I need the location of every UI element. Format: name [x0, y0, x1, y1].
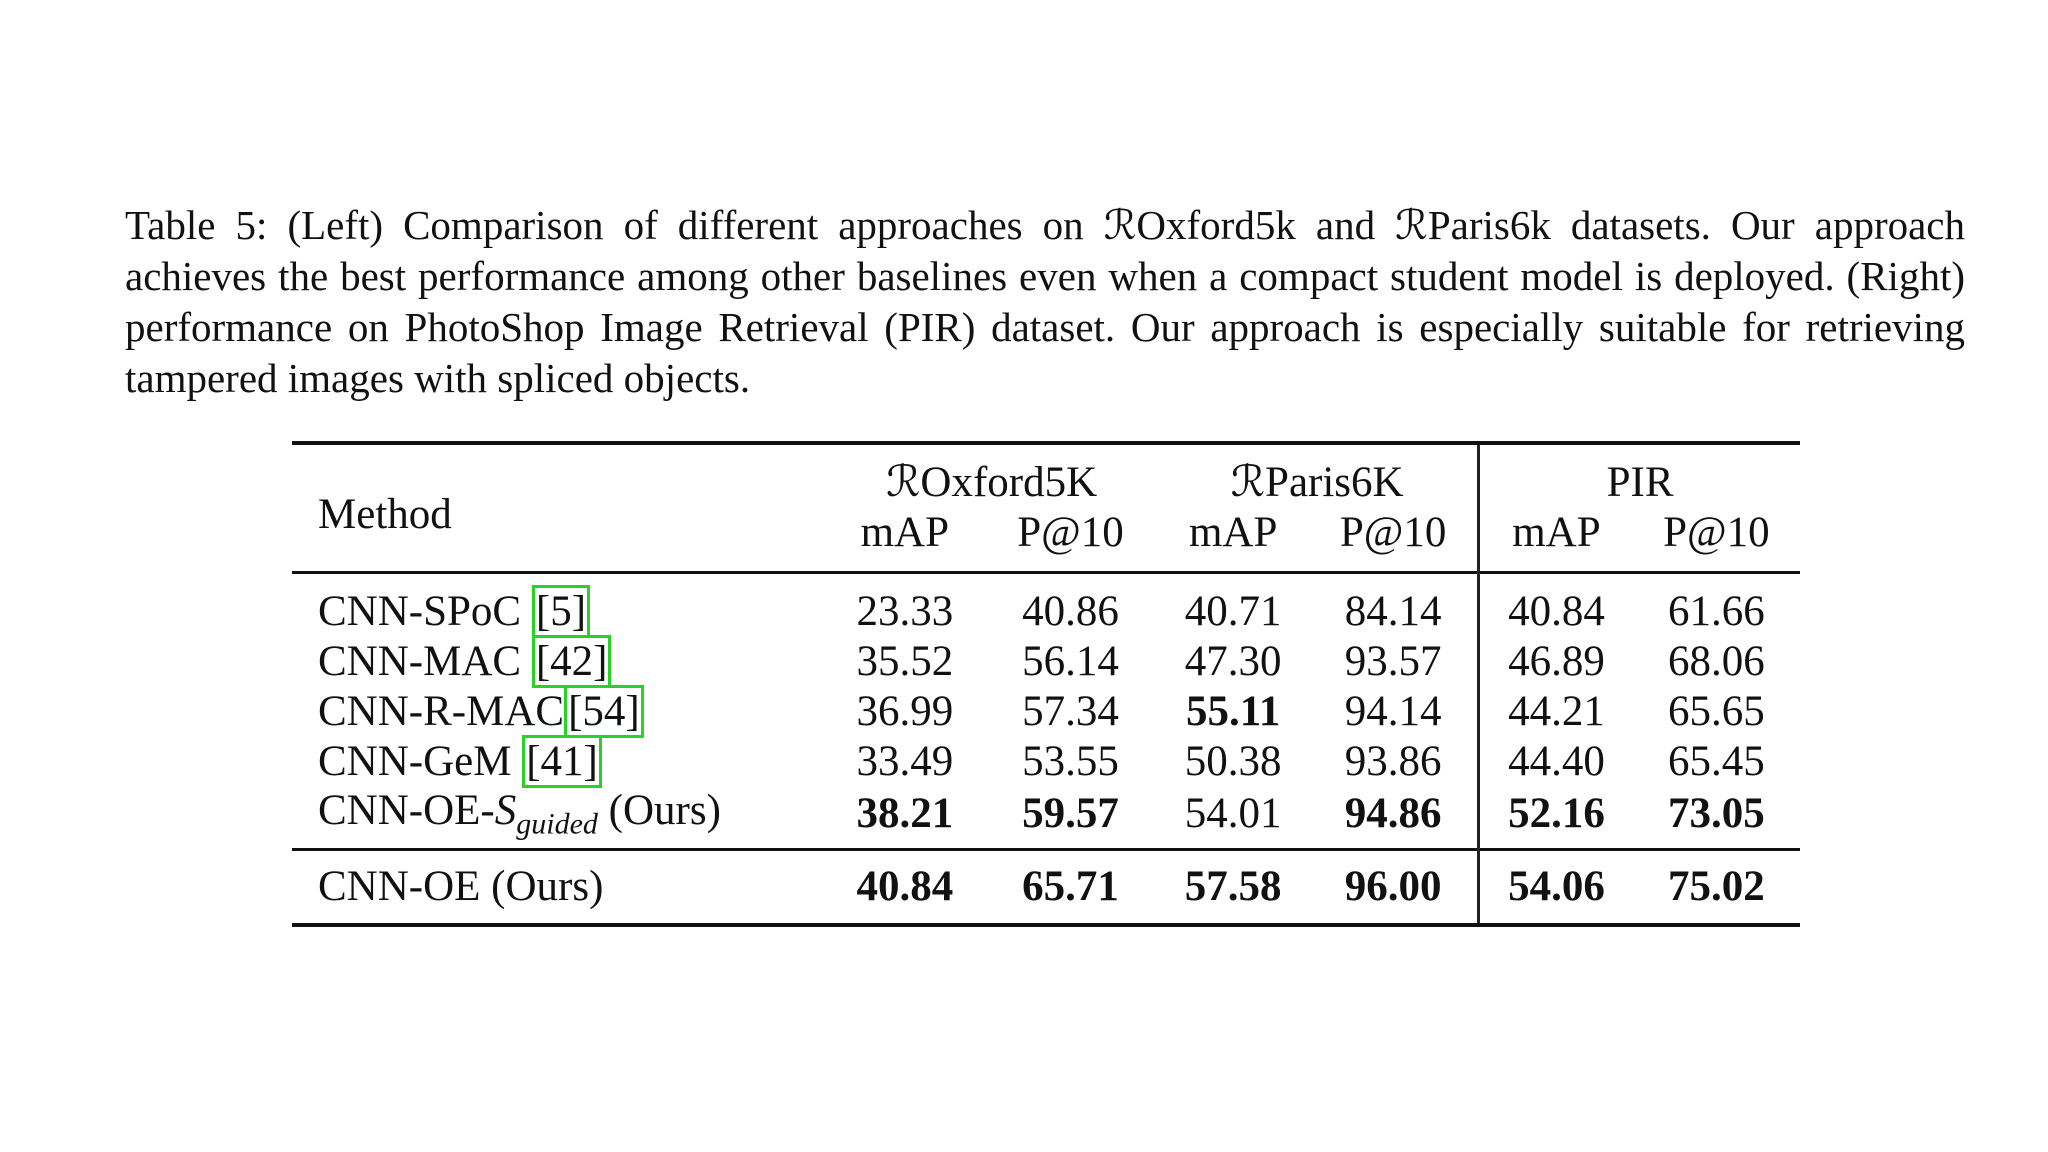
citation: [42] — [531, 634, 612, 688]
value-cell: 40.84 — [1478, 571, 1633, 636]
method-symbol: Sguided — [494, 787, 598, 841]
row: CNN-GeM [41] 33.49 53.55 50.38 93.86 44.40 65.… — [292, 734, 1800, 788]
row: CNN-OE-Sguided (Ours) 38.21 59.57 54.01 94.8… — [292, 786, 1800, 850]
value-cell: 73.05 — [1668, 790, 1765, 838]
value-cell: 50.38 — [1184, 737, 1282, 785]
citation: [54] — [564, 684, 644, 738]
method-name: CNN-SPoC — [318, 587, 532, 635]
value-cell: 57.58 — [1157, 847, 1310, 927]
subheader-row: mAP P@10 mAP P@10 mAP P@10 — [292, 507, 1800, 573]
group-header: ℛOxford5K — [826, 441, 1158, 507]
value-cell: 94.86 — [1309, 786, 1481, 850]
value-cell: 40.71 — [1157, 571, 1310, 636]
method-cell: CNN-GeM [41] — [292, 734, 826, 788]
method-name: CNN-MAC — [318, 637, 532, 685]
value-cell: 57.34 — [1022, 687, 1119, 735]
value-cell: 93.57 — [1309, 636, 1481, 686]
value-cell: 59.57 — [1022, 790, 1119, 838]
citation: [41] — [522, 734, 602, 788]
value-cell: 68.06 — [1668, 637, 1765, 685]
value-cell: 55.11 — [1185, 687, 1281, 735]
method-subscript: guided — [516, 807, 598, 841]
method-name: CNN-R-MAC — [318, 687, 565, 735]
value-cell: 65.65 — [1668, 687, 1765, 735]
row: CNN-R-MAC[54] 36.99 57.34 55.11 94.14 44.21 65… — [292, 684, 1800, 738]
value-cell: 40.86 — [983, 571, 1158, 636]
subheader: P@10 — [1663, 508, 1770, 556]
method-cell: CNN-OE-Sguided (Ours) — [292, 786, 826, 849]
value-cell: 84.14 — [1309, 571, 1481, 636]
subheader: mAP — [1512, 508, 1601, 556]
header-row: Method ℛOxford5K ℛParis6K PIR — [292, 441, 1800, 573]
method-name: CNN-GeM — [318, 737, 523, 785]
value-cell: 96.00 — [1309, 847, 1481, 927]
value-cell: 61.66 — [1632, 571, 1800, 636]
method-cell: CNN-R-MAC[54] — [292, 684, 826, 738]
subheader: mAP — [860, 508, 950, 556]
value-cell: 65.45 — [1668, 737, 1765, 785]
value-cell: 53.55 — [1022, 737, 1119, 785]
citation: [5] — [531, 584, 591, 638]
method-name: CNN-OE- — [318, 787, 495, 834]
row: CNN-MAC [42] 35.52 56.14 47.30 93.57 46.89 68.… — [292, 634, 1800, 688]
value-cell: 46.89 — [1508, 637, 1605, 685]
subheader: P@10 — [1017, 508, 1124, 556]
value-cell: 23.33 — [826, 571, 984, 636]
value-cell: 33.49 — [856, 737, 954, 785]
value-cell: 93.86 — [1309, 736, 1481, 786]
group-header: ℛParis6K — [1157, 441, 1481, 507]
value-cell: 40.84 — [826, 847, 984, 927]
value-cell: 54.01 — [1184, 790, 1282, 838]
method-cell: CNN-SPoC [5] — [292, 571, 826, 638]
method-header: Method — [292, 441, 826, 573]
value-cell: 47.30 — [1184, 637, 1282, 685]
value-cell: 94.14 — [1309, 686, 1481, 736]
method-name: CNN-OE (Ours) — [318, 863, 604, 911]
caption: Table 5: (Left) Comparison of different … — [125, 202, 1965, 401]
method-suffix: (Ours) — [597, 787, 721, 834]
value-cell: 44.21 — [1508, 687, 1605, 735]
results-table: Method ℛOxford5K ℛParis6K PIR mAP P@10 mAP P@10… — [292, 441, 1800, 927]
method-cell: CNN-OE (Ours) — [292, 847, 826, 927]
value-cell: 56.14 — [1022, 637, 1119, 685]
value-cell: 44.40 — [1508, 737, 1605, 785]
value-cell: 52.16 — [1508, 790, 1605, 838]
method-cell: CNN-MAC [42] — [292, 634, 826, 688]
value-cell: 35.52 — [856, 637, 954, 685]
value-cell: 36.99 — [856, 687, 954, 735]
subheader: P@10 — [1309, 507, 1481, 573]
subheader: mAP — [1188, 508, 1278, 556]
row: CNN-SPoC [5] 23.33 40.86 40.71 84.14 40.84 61.… — [292, 571, 1800, 638]
value-cell: 75.02 — [1632, 847, 1800, 927]
value-cell: 65.71 — [983, 847, 1158, 927]
value-cell: 38.21 — [856, 790, 954, 838]
group-header: PIR — [1478, 441, 1800, 507]
value-cell: 54.06 — [1478, 847, 1633, 927]
row: CNN-OE (Ours) 40.84 65.71 57.58 96.00 54.06 75… — [292, 847, 1800, 927]
